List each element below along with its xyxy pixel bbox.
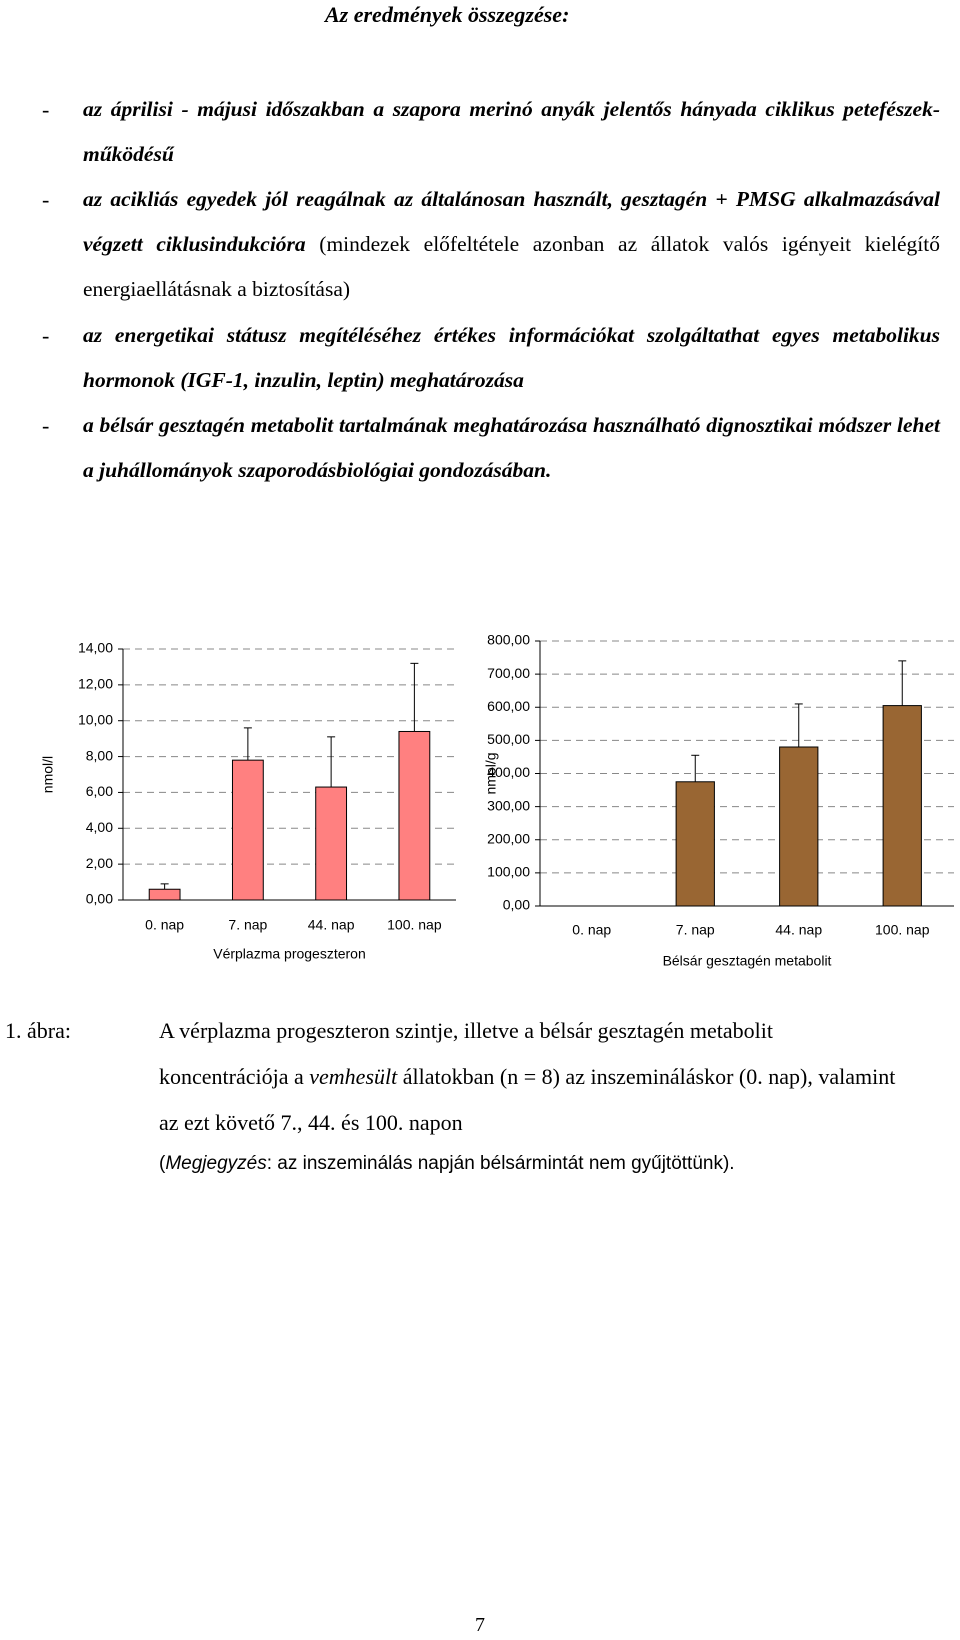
x-tick-label: 0. nap — [572, 922, 611, 938]
bullet-marker: - — [42, 97, 50, 122]
bar — [315, 786, 348, 901]
x-tick-label: 0. nap — [145, 917, 184, 933]
x-axis-label: Bélsár gesztagén metabolit — [663, 953, 832, 969]
y-tick-label: 100,00 — [487, 864, 530, 880]
charts: 0,00 2,00 4,00 6,00 8,00 10,00 12,00 14,00 nmol/… — [40, 632, 954, 969]
x-tick-label: 100. nap — [387, 917, 442, 933]
bullet-marker: - — [42, 187, 50, 212]
bullet-marker: - — [42, 323, 50, 348]
bar — [675, 781, 715, 907]
bar — [231, 759, 264, 901]
caption-note: (Megjegyzés: az inszeminálás napján béls… — [159, 1150, 735, 1178]
bar — [882, 705, 922, 907]
bar — [779, 746, 819, 907]
y-tick-label: 14,00 — [78, 640, 113, 656]
y-tick-label: 8,00 — [86, 747, 113, 763]
bullet-part: az acikliás egyedek jól reagálnak az ált… — [83, 187, 940, 256]
y-tick-label: 0,00 — [503, 897, 530, 913]
x-tick-label: 7. nap — [676, 922, 715, 938]
bullet-text: a bélsár gesztagén metabolit tartalmának… — [83, 403, 940, 493]
x-axis-label: Vérplazma progeszteron — [213, 946, 366, 962]
y-tick-label: 200,00 — [487, 830, 530, 846]
y-axis-label: nmol/l — [40, 756, 56, 793]
note-part: Megjegyzés — [165, 1153, 267, 1174]
y-tick-label: 12,00 — [78, 676, 113, 692]
caption-part: A vérplazma progeszteron szintje, illetv… — [159, 1018, 773, 1089]
y-tick-label: 400,00 — [487, 764, 530, 780]
y-tick-label: 300,00 — [487, 797, 530, 813]
bullet-part: az energetikai státusz megítéléséhez ért… — [83, 323, 940, 392]
x-tick-label: 7. nap — [228, 917, 267, 933]
y-tick-label: 0,00 — [86, 891, 113, 907]
x-tick-label: 100. nap — [875, 922, 930, 938]
heading: Az eredmények összegzése: — [325, 2, 570, 27]
bullet-text: az acikliás egyedek jól reagálnak az ált… — [83, 177, 940, 312]
y-tick-label: 6,00 — [86, 783, 113, 799]
note-part: : az inszeminálás napján bélsármintát ne… — [266, 1153, 735, 1174]
caption-part: vemhesült — [309, 1064, 398, 1089]
y-tick-label: 500,00 — [487, 731, 530, 747]
y-tick-label: 600,00 — [487, 698, 530, 714]
bar — [148, 888, 181, 901]
y-tick-label: 2,00 — [86, 855, 113, 871]
y-axis-label: nmol/g — [483, 752, 499, 794]
bullet-part: (mindezek előfeltétele azonban az állato… — [83, 232, 940, 301]
y-tick-label: 700,00 — [487, 665, 530, 681]
bullet-text: az áprilisi - májusi időszakban a szapor… — [83, 87, 940, 177]
bullet-marker: - — [42, 413, 50, 438]
caption-text: A vérplazma progeszteron szintje, illetv… — [159, 1008, 904, 1146]
note-part: ( — [159, 1153, 166, 1174]
page-number: 7 — [475, 1614, 485, 1636]
x-tick-label: 44. nap — [775, 922, 822, 938]
bullet-text: az energetikai státusz megítéléséhez ért… — [83, 313, 940, 403]
y-tick-label: 10,00 — [78, 711, 113, 727]
x-tick-label: 44. nap — [308, 917, 355, 933]
caption-label: 1. ábra: — [5, 1018, 71, 1043]
y-tick-label: 4,00 — [86, 819, 113, 835]
y-tick-label: 800,00 — [487, 632, 530, 648]
bullet-part: a bélsár gesztagén metabolit tartalmának… — [83, 413, 940, 482]
bar — [398, 730, 431, 901]
bullet-part: az áprilisi - májusi időszakban a szapor… — [83, 97, 940, 166]
caption-part: állatokban (n = 8) az inszemináláskor (0… — [159, 1064, 896, 1135]
